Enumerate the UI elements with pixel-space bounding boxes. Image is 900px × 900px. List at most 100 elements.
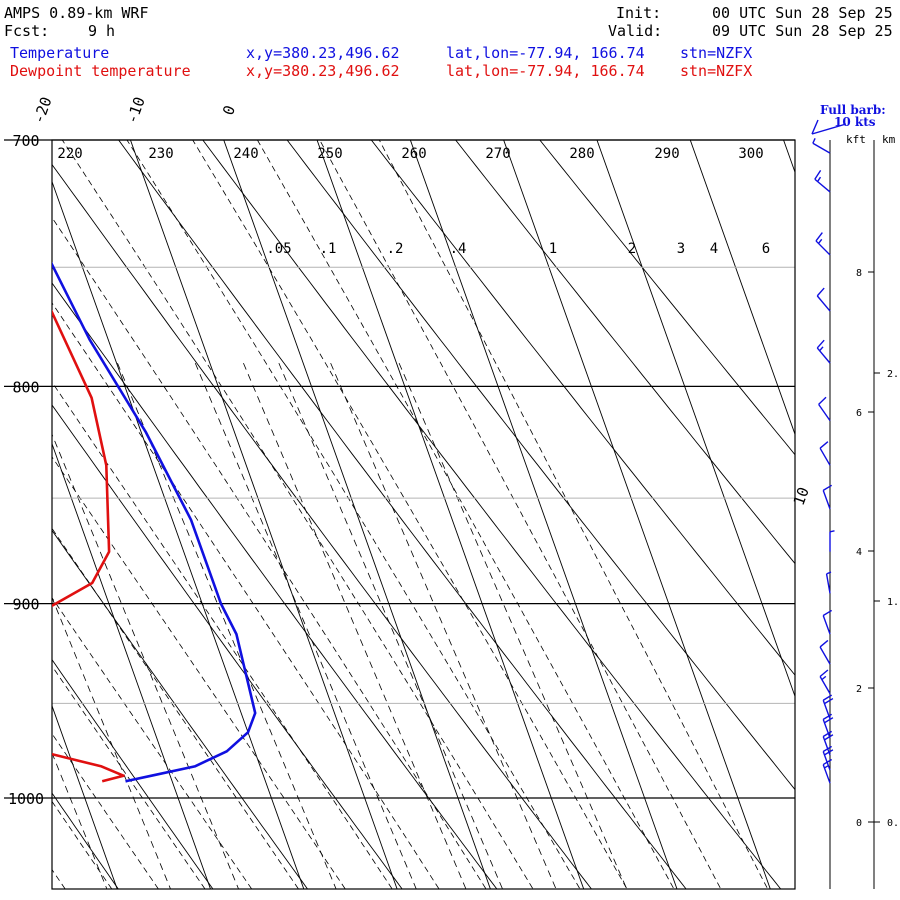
wind-barb <box>815 232 831 256</box>
legend-dewpoint-coords: x,y=380.23,496.62 <box>246 62 400 80</box>
mixing-ratio-line <box>278 362 503 889</box>
mixing-ratio-line <box>52 751 108 889</box>
saturated-adiabat-line <box>52 302 440 889</box>
km-tick-label: 1. <box>887 597 899 608</box>
dry-adiabat-line <box>118 140 687 889</box>
wind-barb <box>816 287 831 312</box>
wind-barb <box>812 138 831 154</box>
dry-adiabat-label: 290 <box>654 146 679 162</box>
temperature-profile <box>52 261 257 783</box>
isotherm-line <box>316 140 585 889</box>
km-tick-label: 2. <box>887 369 899 380</box>
saturated-adiabat-line <box>52 868 66 889</box>
pressure-tick-labels: 700 800 900 1000 <box>8 132 44 808</box>
saturated-adiabat-line <box>0 87 30 900</box>
isotherm-line <box>503 140 771 889</box>
saturated-adiabat-line <box>126 140 581 889</box>
dry-adiabat-line <box>52 529 309 889</box>
mixing-ratio-label: 4 <box>710 241 718 257</box>
full-barb-title: Full barb: <box>820 103 886 117</box>
km-tick-label: 0. <box>887 818 899 829</box>
wind-panel: 8 6 4 2 0 2. 1. 0. <box>811 119 899 889</box>
dry-adiabat-label: 260 <box>401 146 426 162</box>
saturated-adiabat-line <box>52 597 253 889</box>
kft-unit-label: kft <box>846 133 866 146</box>
saturated-adiabat-line <box>256 140 675 889</box>
isotherm-line <box>52 180 305 889</box>
isotherm-line <box>52 704 118 889</box>
dry-adiabat-line <box>202 140 782 889</box>
wind-barb <box>825 571 832 594</box>
saturated-adiabat-line <box>378 140 769 889</box>
kft-tick-label: 8 <box>856 268 862 279</box>
wind-barb <box>822 758 833 784</box>
wind-barb <box>822 694 834 720</box>
wind-barb <box>818 396 831 422</box>
profiles <box>52 261 257 783</box>
full-barb-speed: 10 kts <box>834 115 876 129</box>
isobars <box>4 139 795 799</box>
isotherm-label: -10 <box>123 94 149 126</box>
isotherm-line <box>783 140 795 174</box>
wind-barb <box>822 484 833 510</box>
mixing-ratio-label: .1 <box>320 241 337 257</box>
mixing-ratio-line <box>194 362 417 889</box>
wind-barb <box>816 339 831 364</box>
legend-temperature-station: stn=NZFX <box>680 44 753 62</box>
kft-tick-label: 6 <box>856 408 862 419</box>
saturated-adiabat-line <box>192 140 628 889</box>
mixing-ratio-label: .2 <box>387 241 404 257</box>
dry-adiabat-line <box>52 404 403 889</box>
legend-temperature-name: Temperature <box>10 44 110 62</box>
dry-adiabat-line <box>539 140 795 456</box>
isotherm-label: -20 <box>29 94 55 126</box>
isotherm-line <box>409 140 678 889</box>
mixing-ratio-line <box>398 362 628 889</box>
mixing-ratio-label: 2 <box>628 241 636 257</box>
wind-barb <box>819 669 831 694</box>
saturated-adiabat-line <box>52 216 487 889</box>
kft-tick-label: 4 <box>856 547 862 558</box>
isotherm-line <box>689 140 795 436</box>
dry-adiabat-label: 300 <box>738 146 763 162</box>
mixing-ratio-labels: .05 .1 .2 .4 1 2 3 4 6 <box>266 241 770 257</box>
mixing-ratio-line <box>52 596 171 889</box>
wind-barb <box>829 530 835 552</box>
km-unit-label: km <box>882 133 896 146</box>
isotherm-label: 10 <box>790 485 813 508</box>
wind-barb <box>819 639 831 665</box>
dry-adiabat-line <box>52 282 498 889</box>
plot-frame <box>51 139 796 890</box>
mixing-ratio-label: 3 <box>677 241 685 257</box>
legend-dewpoint-station: stn=NZFX <box>680 62 753 80</box>
mixing-ratio-label: 6 <box>762 241 770 257</box>
dry-adiabat-line <box>455 140 795 565</box>
mixing-ratio-line <box>52 433 239 889</box>
mixing-ratio-label: .4 <box>450 241 467 257</box>
mixing-ratio-label: 1 <box>549 241 557 257</box>
dry-adiabat-label: 230 <box>148 146 173 162</box>
valid-label: Valid: <box>608 22 663 40</box>
dry-adiabat-line <box>52 658 214 889</box>
pressure-tick-label: 900 <box>12 596 39 614</box>
init-value: 00 UTC Sun 28 Sep 25 <box>712 4 893 22</box>
isotherm-line <box>596 140 795 698</box>
saturated-adiabat-line <box>52 527 299 889</box>
wind-barb <box>822 730 834 756</box>
saturated-adiabat-line <box>319 140 722 889</box>
saturated-adiabat-line <box>61 140 534 889</box>
isotherm-label: 0 <box>219 103 239 118</box>
fcst-value: 9 h <box>88 22 116 40</box>
dewpoint-profile <box>52 309 125 783</box>
grid-lines <box>0 87 795 900</box>
wind-barb <box>814 169 831 193</box>
dry-adiabat-line <box>0 87 35 900</box>
dry-adiabat-label: 270 <box>485 146 510 162</box>
model-title: AMPS 0.89-km WRF <box>4 4 149 22</box>
dry-adiabat-line <box>286 140 795 791</box>
isotherm-line <box>223 140 491 889</box>
legend-temperature-latlon: lat,lon=-77.94, 166.74 <box>446 44 645 62</box>
mixing-ratio-line <box>243 362 467 889</box>
mixing-ratio-label: .05 <box>266 241 291 257</box>
